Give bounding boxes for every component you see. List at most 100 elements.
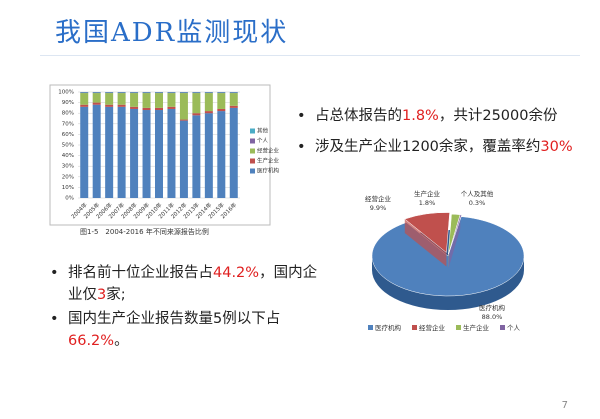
y-tick-label: 100% — [58, 90, 74, 96]
bullet-marker: • — [297, 108, 306, 124]
bar-segment — [229, 92, 238, 93]
legend-swatch — [368, 325, 373, 330]
y-tick-label: 20% — [62, 174, 74, 180]
bar-segment — [130, 92, 139, 93]
slice-label: 个人及其他 — [461, 189, 494, 198]
bar-segment — [229, 92, 238, 94]
text-run: 家; — [106, 287, 126, 303]
bar-segment — [80, 104, 89, 107]
bar-segment — [142, 93, 151, 108]
figure-caption: 图1-5 2004-2016 年不同来源报告比例 — [80, 228, 209, 236]
text-run: 44.2% — [213, 265, 260, 281]
bar-segment — [167, 92, 176, 94]
slide-title: 我国ADR监测现状 — [55, 18, 289, 48]
bullet: • 国内生产企业报告数量5例以下占 66.2%。 — [50, 308, 330, 352]
text-run: ，国内企业仅 — [68, 265, 318, 303]
y-tick-label: 30% — [62, 164, 74, 170]
bar-segment — [92, 104, 101, 198]
bar-segment — [105, 106, 114, 198]
legend-label: 经营企业 — [257, 147, 280, 155]
bullet-marker: • — [50, 265, 59, 281]
bar-segment — [167, 93, 176, 107]
text-run: 1.8% — [402, 108, 439, 124]
bar-segment — [167, 106, 176, 109]
bar-segment — [192, 92, 201, 93]
bar-segment — [179, 92, 188, 94]
bar-segment — [217, 93, 226, 109]
bar-segment — [105, 92, 114, 94]
bar-segment — [179, 92, 188, 93]
bullet-marker: • — [50, 311, 59, 327]
bar-segment — [117, 104, 126, 107]
bar-segment — [117, 92, 126, 93]
y-tick-label: 90% — [62, 100, 74, 106]
bar-segment — [80, 93, 89, 105]
bar-segment — [204, 92, 213, 93]
text-run: 国内生产企业报告数量5例以下占 — [68, 311, 281, 327]
bar-segment — [92, 92, 101, 94]
bar-segment — [130, 106, 139, 109]
y-tick-label: 40% — [62, 153, 74, 159]
y-tick-label: 60% — [62, 132, 74, 138]
legend-label: 生产企业 — [257, 157, 280, 165]
bar-segment — [80, 92, 89, 93]
pie-depth — [404, 219, 447, 267]
bullet: • 涉及生产企业1200余家，覆盖率约30% — [297, 136, 595, 158]
bar-segment — [217, 111, 226, 198]
legend-swatch — [250, 148, 255, 154]
slice-value: 88.0% — [482, 313, 503, 321]
bar-segment — [117, 93, 126, 105]
slice-label: 生产企业 — [414, 189, 441, 198]
legend-swatch — [500, 325, 505, 330]
slice-label: 经营企业 — [365, 194, 392, 203]
bar-segment — [142, 110, 151, 198]
bar-segment — [105, 104, 114, 107]
bar-segment — [92, 93, 101, 103]
bar-segment — [229, 93, 238, 106]
bar-segment — [80, 106, 89, 198]
bar-segment — [155, 93, 163, 108]
bar-segment — [217, 92, 226, 94]
bar-segment — [155, 107, 163, 111]
legend-swatch — [250, 168, 255, 174]
bar-segment — [204, 111, 213, 114]
bar-segment — [105, 93, 114, 105]
text-run: 66.2% — [68, 333, 115, 349]
bar-segment — [192, 92, 201, 94]
bar-segment — [179, 93, 188, 120]
bar-segment — [92, 92, 101, 93]
text-run: 。 — [114, 333, 129, 349]
bullet: • 排名前十位企业报告占44.2%，国内企业仅3家; — [50, 262, 330, 306]
text-run: 占总体报告的 — [315, 108, 402, 124]
y-tick-label: 80% — [62, 111, 74, 117]
y-tick-label: 70% — [62, 121, 74, 127]
legend-swatch — [250, 138, 255, 144]
bar-segment — [167, 92, 176, 93]
y-tick-label: 0% — [65, 196, 74, 202]
bar-segment — [142, 107, 151, 111]
bar-segment — [117, 92, 126, 94]
legend-label: 医疗机构 — [257, 167, 280, 175]
bar-segment — [229, 107, 238, 198]
bar-segment — [192, 113, 201, 116]
slice-value: 0.3% — [469, 199, 486, 207]
legend-label: 医疗机构 — [375, 323, 402, 332]
bar-segment — [204, 93, 213, 112]
legend-swatch — [412, 325, 417, 330]
legend-label: 个人 — [507, 324, 521, 332]
text-run: ，共计25000余份 — [438, 108, 558, 124]
bar-segment — [130, 108, 139, 198]
bullet-marker: • — [297, 139, 306, 155]
legend-label: 个人 — [257, 138, 269, 145]
legend-swatch — [250, 128, 255, 134]
page-number: 7 — [561, 400, 568, 411]
bar-segment — [217, 108, 226, 112]
y-tick-label: 10% — [62, 185, 74, 191]
bar-segment — [130, 93, 139, 107]
slice-value: 1.8% — [419, 199, 436, 207]
bar-segment — [92, 102, 101, 105]
bullet: • 占总体报告的1.8%，共计25000余份 — [297, 105, 595, 127]
legend-label: 生产企业 — [463, 323, 490, 332]
legend-label: 其他 — [257, 127, 269, 135]
